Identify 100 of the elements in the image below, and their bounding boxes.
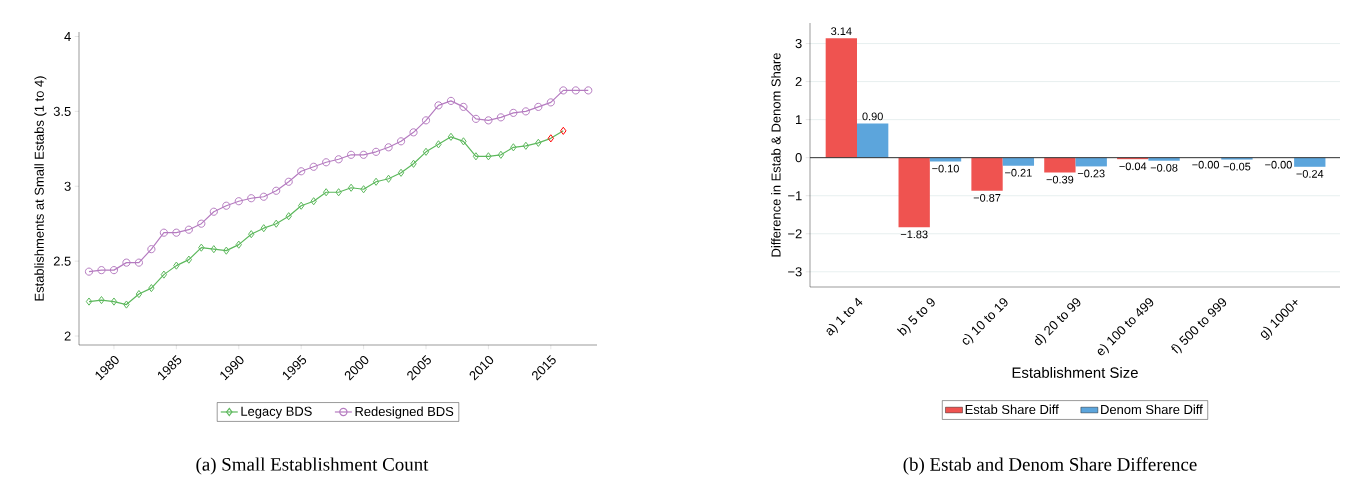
point bbox=[471, 114, 481, 123]
y-tick-label: −3 bbox=[788, 267, 802, 277]
point bbox=[384, 143, 393, 152]
y-tick-label: 2 bbox=[64, 331, 71, 341]
text: (b) Estab and Denom Share Difference bbox=[903, 457, 1197, 475]
x-tick-label: c) 10 to 19 bbox=[962, 298, 1008, 345]
point bbox=[372, 177, 380, 186]
point bbox=[546, 98, 555, 107]
point bbox=[509, 108, 518, 117]
point bbox=[135, 290, 143, 299]
data-label: −0.21 bbox=[1005, 168, 1032, 177]
point bbox=[110, 297, 118, 306]
point bbox=[472, 152, 480, 161]
bar bbox=[1148, 157, 1180, 161]
data-label: 0.90 bbox=[862, 112, 883, 121]
point bbox=[322, 158, 331, 167]
point bbox=[85, 297, 93, 306]
point bbox=[396, 137, 406, 146]
data-label: −0.00 bbox=[1265, 160, 1292, 169]
y-tick-label: 3 bbox=[64, 181, 71, 191]
point bbox=[297, 167, 306, 176]
bar bbox=[898, 157, 930, 228]
point bbox=[97, 266, 106, 275]
point bbox=[184, 225, 193, 234]
point bbox=[209, 207, 218, 216]
point bbox=[223, 246, 230, 255]
point bbox=[123, 300, 130, 309]
point bbox=[84, 267, 94, 276]
point bbox=[98, 295, 105, 305]
point bbox=[560, 126, 567, 135]
point bbox=[310, 197, 317, 206]
point bbox=[522, 141, 530, 150]
point bbox=[447, 132, 455, 141]
point bbox=[259, 192, 268, 201]
point bbox=[347, 183, 355, 192]
point bbox=[185, 255, 193, 264]
data-label: −0.87 bbox=[973, 193, 1001, 202]
x-tick-label: f) 500 to 999 bbox=[1171, 298, 1227, 354]
y-axis-title: Establishments at Small Estabs (1 to 4) bbox=[34, 76, 47, 301]
point bbox=[173, 261, 180, 270]
data-label: −0.04 bbox=[1119, 162, 1147, 171]
data-label: −0.39 bbox=[1046, 175, 1074, 184]
legend-label: Estab Share Diff bbox=[965, 404, 1059, 415]
point bbox=[435, 140, 442, 149]
point bbox=[273, 219, 280, 228]
point bbox=[322, 188, 330, 197]
bar bbox=[971, 157, 1003, 191]
data-label: −0.10 bbox=[932, 164, 959, 173]
point bbox=[409, 128, 418, 137]
point bbox=[248, 230, 255, 239]
point bbox=[197, 219, 206, 228]
y-tick-label: 4 bbox=[64, 32, 71, 41]
point bbox=[360, 185, 367, 194]
point bbox=[210, 245, 217, 254]
point bbox=[510, 143, 517, 152]
point bbox=[234, 197, 243, 206]
y-tick-label: 0 bbox=[795, 153, 802, 163]
y-axis-title: Difference in Estab & Denom Share bbox=[771, 53, 781, 257]
point bbox=[147, 245, 156, 254]
bar bbox=[1044, 157, 1076, 173]
data-label: −0.23 bbox=[1077, 169, 1105, 178]
y-tick-label: 2.5 bbox=[53, 256, 71, 266]
y-tick-label: 3 bbox=[795, 38, 802, 49]
point bbox=[335, 188, 342, 197]
point bbox=[148, 284, 155, 293]
bar bbox=[825, 38, 857, 158]
point bbox=[285, 212, 292, 221]
x-tick-label: b) 5 to 9 bbox=[896, 298, 935, 336]
point bbox=[385, 174, 392, 183]
point bbox=[334, 155, 343, 164]
bar bbox=[1002, 157, 1035, 166]
point bbox=[172, 228, 181, 237]
point bbox=[159, 228, 168, 237]
point bbox=[397, 168, 405, 177]
point bbox=[484, 116, 493, 125]
point bbox=[534, 102, 543, 111]
y-tick-label: −2 bbox=[788, 229, 802, 239]
x-tick-label: e) 100 to 499 bbox=[1097, 298, 1154, 356]
y-tick-label: −1 bbox=[788, 191, 802, 201]
point bbox=[496, 113, 505, 122]
data-label: −0.00 bbox=[1192, 160, 1220, 169]
legend-label: Legacy BDS bbox=[241, 406, 312, 419]
point bbox=[559, 86, 568, 95]
text: (a) Small Establishment Count bbox=[196, 457, 429, 475]
point bbox=[446, 96, 456, 105]
point bbox=[584, 86, 593, 95]
bar bbox=[1294, 157, 1326, 167]
point bbox=[309, 162, 318, 171]
point bbox=[571, 86, 580, 95]
point bbox=[459, 102, 468, 111]
point bbox=[198, 243, 205, 252]
data-label: 3.14 bbox=[831, 27, 852, 36]
x-tick-label: d) 20 to 99 bbox=[1034, 298, 1081, 346]
point bbox=[460, 137, 467, 146]
point bbox=[371, 147, 381, 156]
point bbox=[359, 150, 368, 159]
point bbox=[160, 270, 168, 279]
y-tick-label: 3.5 bbox=[53, 106, 71, 116]
x-tick-label: a) 1 to 4 bbox=[826, 297, 863, 336]
point bbox=[485, 152, 492, 161]
